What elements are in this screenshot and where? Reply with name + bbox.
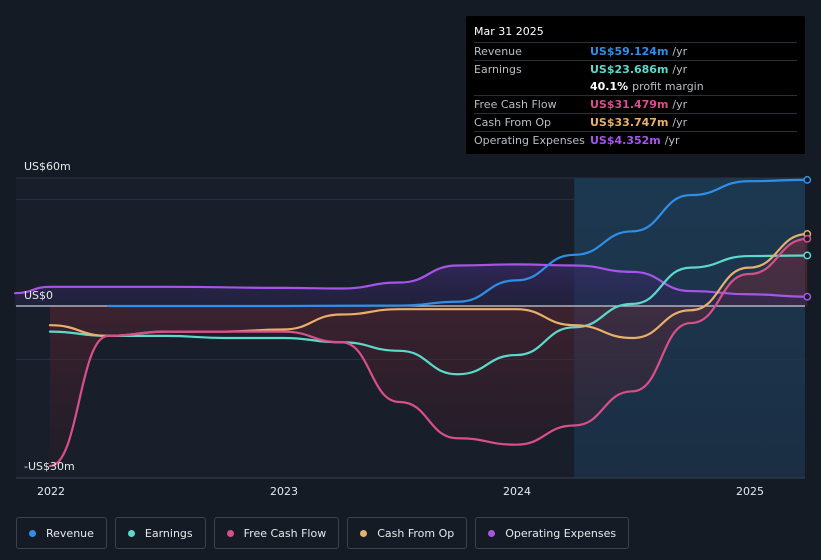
legend-label: Free Cash Flow xyxy=(243,526,327,540)
tooltip-row-cfo: Cash From Op US$33.747m /yr xyxy=(474,113,797,131)
series-line-revenue xyxy=(107,178,809,308)
tooltip-value: 40.1% xyxy=(590,80,629,93)
legend-dot-icon xyxy=(29,529,36,537)
x-tick-2025: 2025 xyxy=(736,485,764,498)
legend: Revenue Earnings Free Cash Flow Cash Fro… xyxy=(16,517,630,549)
series-end-point-operating-expenses xyxy=(803,292,812,301)
tooltip-unit: profit margin xyxy=(632,80,704,93)
tooltip-row-margin: 40.1% profit margin xyxy=(474,78,797,95)
series-end-point-earnings xyxy=(803,251,812,260)
tooltip-unit: /yr xyxy=(672,63,688,76)
series-area-free-cash-flow xyxy=(50,238,808,466)
legend-item-revenue[interactable]: Revenue xyxy=(16,517,107,549)
tooltip-row-revenue: Revenue US$59.124m /yr xyxy=(474,42,797,60)
legend-label: Operating Expenses xyxy=(505,526,617,540)
tooltip-value: US$23.686m xyxy=(590,63,669,76)
series-area-operating-expenses xyxy=(15,264,808,306)
legend-dot-icon xyxy=(127,529,135,537)
legend-dot-icon xyxy=(488,529,496,537)
y-label-bottom: -US$30m xyxy=(24,460,75,473)
legend-dot-icon xyxy=(360,529,368,537)
legend-label: Cash From Op xyxy=(377,526,455,540)
series-line-earnings xyxy=(48,254,809,376)
legend-label: Earnings xyxy=(144,526,193,540)
tooltip-row-fcf: Free Cash Flow US$31.479m /yr xyxy=(474,95,797,113)
tooltip-row-opex: Operating Expenses US$4.352m /yr xyxy=(474,131,797,149)
legend-item-earnings[interactable]: Earnings xyxy=(114,517,206,549)
series-line-free-cash-flow xyxy=(48,237,809,468)
tooltip-value: US$33.747m xyxy=(590,116,669,129)
tooltip-row-earnings: Earnings US$23.686m /yr xyxy=(474,60,797,78)
y-label-zero: US$0 xyxy=(24,289,54,302)
tooltip-unit: /yr xyxy=(664,134,680,147)
tooltip-label: Operating Expenses xyxy=(474,134,585,147)
tooltip-label: Cash From Op xyxy=(474,116,552,129)
legend-item-cash-from-op[interactable]: Cash From Op xyxy=(347,517,468,549)
tooltip-label: Free Cash Flow xyxy=(474,98,557,111)
series-line-operating-expenses xyxy=(13,263,809,298)
tooltip-unit: /yr xyxy=(672,45,688,58)
tooltip-label: Earnings xyxy=(474,63,522,76)
x-tick-2023: 2023 xyxy=(270,485,298,498)
legend-item-operating-expenses[interactable]: Operating Expenses xyxy=(475,517,630,549)
tooltip-unit: /yr xyxy=(672,116,688,129)
x-tick-2024: 2024 xyxy=(503,485,531,498)
tooltip-label xyxy=(474,78,590,95)
data-tooltip: Mar 31 2025 Revenue US$59.124m /yr Earni… xyxy=(466,16,805,154)
tooltip-unit: /yr xyxy=(672,98,688,111)
series-end-point-free-cash-flow xyxy=(803,234,812,243)
legend-dot-icon xyxy=(226,529,234,537)
tooltip-value: US$59.124m xyxy=(590,45,669,58)
tooltip-label: Revenue xyxy=(474,45,522,58)
tooltip-date: Mar 31 2025 xyxy=(474,25,544,38)
legend-label: Revenue xyxy=(46,526,94,540)
y-label-top: US$60m xyxy=(24,160,71,173)
legend-item-free-cash-flow[interactable]: Free Cash Flow xyxy=(213,517,340,549)
x-tick-2022: 2022 xyxy=(37,485,65,498)
tooltip-value: US$4.352m xyxy=(590,134,661,147)
series-end-point-revenue xyxy=(803,175,812,184)
tooltip-value: US$31.479m xyxy=(590,98,669,111)
